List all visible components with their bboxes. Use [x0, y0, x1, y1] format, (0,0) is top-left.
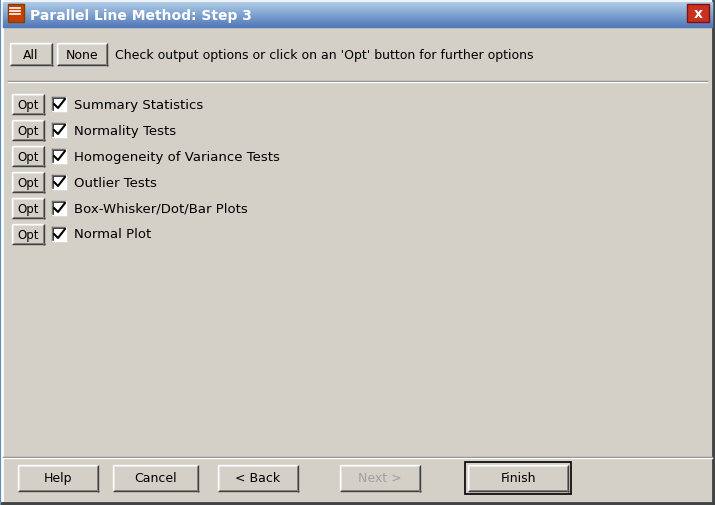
Bar	[12, 225, 44, 244]
Text: Parallel Line Method: Step 3: Parallel Line Method: Step 3	[30, 9, 252, 23]
Text: Opt: Opt	[17, 150, 39, 163]
Text: All: All	[24, 48, 39, 62]
Bar	[52, 98, 66, 112]
Bar	[468, 465, 568, 491]
Text: Normality Tests: Normality Tests	[74, 124, 176, 137]
Bar	[18, 465, 98, 491]
Text: Summary Statistics: Summary Statistics	[74, 98, 203, 111]
Text: Opt: Opt	[17, 176, 39, 189]
Text: Check output options or click on an 'Opt' button for further options: Check output options or click on an 'Opt…	[115, 48, 533, 62]
Bar	[52, 201, 66, 216]
Text: Cancel: Cancel	[134, 472, 177, 484]
Bar	[10, 44, 52, 66]
Text: Opt: Opt	[17, 202, 39, 215]
Bar	[687, 5, 709, 23]
Bar	[8, 5, 24, 23]
Bar	[340, 465, 420, 491]
Bar	[12, 95, 44, 115]
Bar	[57, 44, 107, 66]
Text: x: x	[694, 7, 703, 21]
Bar	[12, 198, 44, 219]
Bar	[12, 147, 44, 167]
Text: Help: Help	[44, 472, 72, 484]
Bar	[465, 462, 571, 494]
Text: Next >: Next >	[358, 472, 402, 484]
Text: Finish: Finish	[500, 472, 536, 484]
Bar	[218, 465, 298, 491]
Bar	[52, 124, 66, 138]
Text: Box-Whisker/Dot/Bar Plots: Box-Whisker/Dot/Bar Plots	[74, 202, 248, 215]
Text: Opt: Opt	[17, 124, 39, 137]
Text: Opt: Opt	[17, 228, 39, 241]
Text: Opt: Opt	[17, 98, 39, 111]
Bar	[52, 149, 66, 164]
Text: Homogeneity of Variance Tests: Homogeneity of Variance Tests	[74, 150, 280, 163]
Bar	[52, 176, 66, 189]
Text: < Back: < Back	[235, 472, 280, 484]
Bar	[113, 465, 198, 491]
Text: None: None	[66, 48, 99, 62]
Bar	[12, 121, 44, 141]
Text: Outlier Tests: Outlier Tests	[74, 176, 157, 189]
Bar	[12, 173, 44, 192]
Text: Normal Plot: Normal Plot	[74, 228, 152, 241]
Bar	[52, 228, 66, 241]
